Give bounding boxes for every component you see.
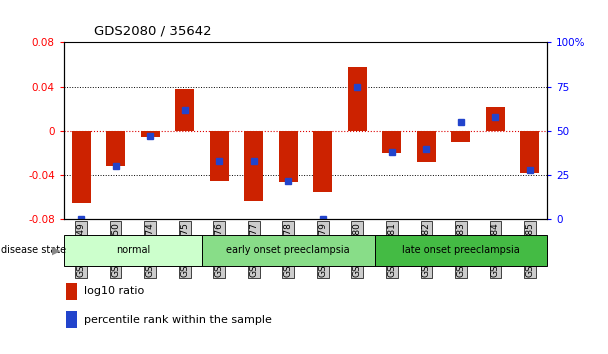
Bar <box>417 131 436 162</box>
Bar <box>313 131 333 192</box>
FancyBboxPatch shape <box>64 235 202 266</box>
Text: disease state: disease state <box>1 245 66 256</box>
Bar <box>520 131 539 173</box>
Bar <box>278 131 298 182</box>
Bar <box>175 89 194 131</box>
Text: early onset preeclampsia: early onset preeclampsia <box>226 245 350 255</box>
FancyBboxPatch shape <box>375 235 547 266</box>
FancyBboxPatch shape <box>202 235 375 266</box>
Bar <box>106 131 125 166</box>
Text: percentile rank within the sample: percentile rank within the sample <box>84 315 272 325</box>
Bar <box>66 311 77 328</box>
Text: GDS2080 / 35642: GDS2080 / 35642 <box>94 25 212 38</box>
Bar <box>451 131 471 142</box>
Text: ▶: ▶ <box>52 245 61 256</box>
Bar <box>140 131 160 137</box>
Bar <box>72 131 91 203</box>
Bar <box>66 283 77 300</box>
Bar <box>382 131 401 153</box>
Bar <box>348 67 367 131</box>
Text: normal: normal <box>116 245 150 255</box>
Bar <box>486 107 505 131</box>
Bar <box>210 131 229 181</box>
Bar <box>244 131 263 201</box>
Text: log10 ratio: log10 ratio <box>84 286 144 296</box>
Text: late onset preeclampsia: late onset preeclampsia <box>402 245 520 255</box>
